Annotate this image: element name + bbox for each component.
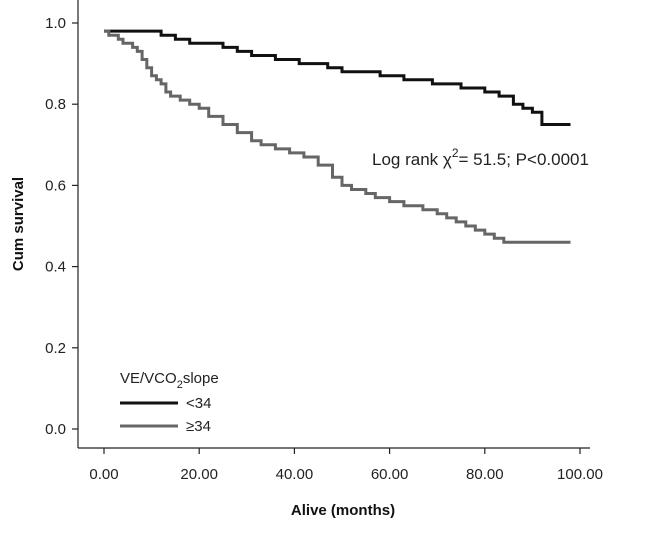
y-tick-label: 0.2 xyxy=(45,340,66,357)
log-rank-annotation: Log rank χ2= 51.5; P<0.0001 xyxy=(372,146,589,169)
x-tick-label: 60.00 xyxy=(371,466,409,483)
y-tick-label: 0.6 xyxy=(45,177,66,194)
y-tick-label: 0.4 xyxy=(45,259,66,276)
y-axis-label: Cum survival xyxy=(10,177,27,271)
x-tick-label: 40.00 xyxy=(276,466,314,483)
legend-label-ge34: ≥34 xyxy=(186,418,211,435)
y-tick-label: 0.0 xyxy=(45,421,66,438)
x-tick-label: 20.00 xyxy=(180,466,218,483)
x-tick-label: 80.00 xyxy=(466,466,504,483)
x-tick-label: 0.00 xyxy=(89,466,118,483)
y-tick-label: 0.8 xyxy=(45,96,66,113)
legend-label-lt34: <34 xyxy=(186,395,211,412)
y-tick-label: 1.0 xyxy=(45,15,66,32)
y-ticks: 0.0 0.2 0.4 0.6 0.8 1.0 xyxy=(45,15,78,438)
legend: VE/VCO2slope <34 ≥34 xyxy=(120,370,219,435)
axes xyxy=(77,0,590,449)
legend-title: VE/VCO2slope xyxy=(120,370,219,391)
x-ticks: 0.00 20.00 40.00 60.00 80.00 100.00 xyxy=(89,448,603,483)
series-line-ge34 xyxy=(104,29,571,244)
series-lines xyxy=(104,29,571,244)
x-axis-label: Alive (months) xyxy=(291,502,395,519)
series-line-lt34 xyxy=(104,29,571,126)
x-tick-label: 100.00 xyxy=(557,466,603,483)
